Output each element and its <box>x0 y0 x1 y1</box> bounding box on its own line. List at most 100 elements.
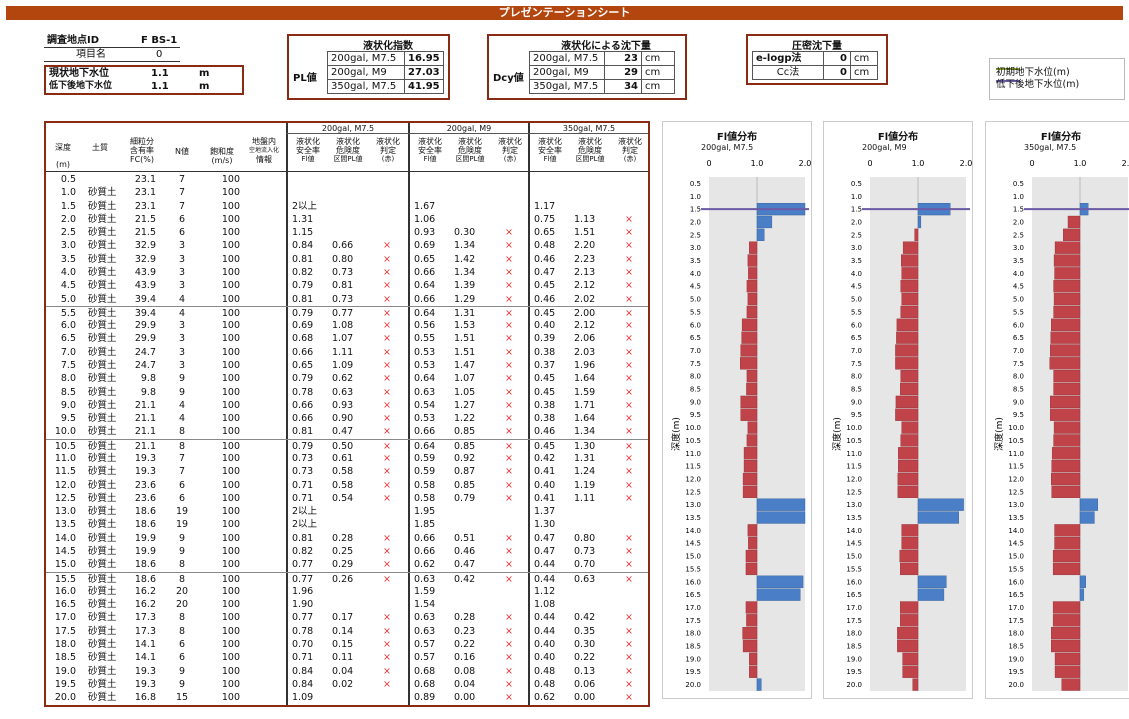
judge-cell: × <box>625 639 633 651</box>
fl-cell: 0.62 <box>534 692 556 704</box>
fc-cell: 19.9 <box>134 532 156 544</box>
fc-cell: 29.9 <box>134 333 156 345</box>
depth-cell: 12.0 <box>54 479 76 491</box>
judge-cell: × <box>625 333 633 345</box>
soil-cell: 砂質土 <box>88 386 117 398</box>
fl-bar <box>898 447 919 460</box>
pl-section-header: 液状化 危険度 区間PL値 <box>575 137 605 163</box>
n-value-cell: 8 <box>178 573 186 585</box>
y-tick-label: 7.5 <box>690 360 701 368</box>
fl-bar <box>1050 344 1081 357</box>
judge-cell: × <box>383 293 391 305</box>
fl-cell: 0.66 <box>292 399 314 411</box>
fl-bar <box>1062 228 1081 241</box>
saturation-cell: 100 <box>221 612 240 624</box>
y-tick-label: 9.0 <box>851 398 862 406</box>
fl-bar <box>745 601 758 614</box>
fl-bar <box>749 241 758 254</box>
table-row: 4.5 砂質土 43.9 3 100 0.79 0.81 × 0.64 1.39 × 0.45 2.12… <box>46 279 648 292</box>
depth-cell: 0.5 <box>60 174 76 185</box>
n-value-cell: 7 <box>178 453 186 465</box>
y-tick-label: 17.5 <box>846 617 862 625</box>
fl-bar <box>902 665 919 678</box>
pl-cell: 1.30 <box>574 440 596 452</box>
fl-cell: 2以上 <box>292 519 318 531</box>
fc-cell: 23.6 <box>134 479 156 491</box>
saturation-cell: 100 <box>221 267 240 278</box>
y-tick-label: 18.0 <box>1008 630 1024 638</box>
judge-cell: × <box>505 453 513 465</box>
y-tick-label: 8.5 <box>1013 386 1024 394</box>
header-divider <box>46 171 648 172</box>
pl-cell: 0.54 <box>332 492 354 504</box>
saturation-cell: 100 <box>221 599 240 611</box>
saturation-cell: 100 <box>221 506 240 518</box>
case-label-2: 200gal, M9 <box>446 124 492 133</box>
judge-cell: × <box>625 253 633 265</box>
pl-cell: 1.19 <box>574 479 596 491</box>
fl-cell: 0.73 <box>292 466 314 478</box>
pl-cell: 1.64 <box>574 413 596 425</box>
fc-cell: 32.9 <box>134 253 156 265</box>
x-tick-label: 2.0 <box>1122 159 1129 168</box>
pl-cell: 0.28 <box>332 532 354 544</box>
soil-cell: 砂質土 <box>88 466 117 478</box>
fl-cell: 1.30 <box>534 519 556 531</box>
y-tick-label: 18.5 <box>846 643 862 651</box>
y-tick-label: 16.5 <box>1008 591 1024 599</box>
depth-cell: 10.0 <box>54 426 76 438</box>
depth-cell: 1.5 <box>60 200 76 212</box>
soil-cell: 砂質土 <box>88 532 117 544</box>
fl-cell: 0.40 <box>534 652 556 664</box>
fl-bar <box>1053 382 1081 396</box>
judge-cell: × <box>383 413 391 425</box>
col-n-header: N値 <box>175 147 189 156</box>
y-tick-label: 13.5 <box>1008 514 1024 522</box>
fl-bar <box>895 344 919 357</box>
fl-bar <box>746 280 758 293</box>
saturation-cell: 100 <box>221 546 240 558</box>
fl-cell: 0.78 <box>292 625 314 637</box>
soil-cell: 砂質土 <box>88 293 117 305</box>
fl-chart-3: Fl値分布 350gal, M7.5 0 1.0 2.0 0.5 1.0 1.5 2.0 2.… <box>985 121 1129 699</box>
pl-cell: 0.26 <box>332 573 354 585</box>
fl-bar <box>1053 434 1081 447</box>
fl-cell: 0.44 <box>534 612 556 624</box>
y-tick-label: 9.5 <box>1013 411 1024 419</box>
y-tick-label: 7.0 <box>690 347 701 355</box>
fl-bar <box>1053 421 1081 434</box>
saturation-cell: 100 <box>221 585 240 597</box>
y-tick-label: 19.5 <box>846 668 862 676</box>
soil-cell: 砂質土 <box>88 227 117 239</box>
fl-cell: 0.48 <box>534 665 556 677</box>
fl-cell: 0.48 <box>534 678 556 690</box>
fc-cell: 18.6 <box>134 506 156 518</box>
fl-cell: 1.95 <box>414 506 436 518</box>
fl-cell: 0.81 <box>292 253 314 265</box>
fc-cell: 23.6 <box>134 492 156 504</box>
fl-cell: 0.45 <box>534 373 556 385</box>
y-tick-label: 13.0 <box>846 501 862 509</box>
fl-cell: 0.66 <box>414 293 436 305</box>
judge-cell: × <box>625 293 633 305</box>
y-tick-label: 8.5 <box>851 386 862 394</box>
pl-cell: 0.63 <box>332 386 354 398</box>
n-value-cell: 20 <box>175 585 189 597</box>
soil-cell: 砂質土 <box>88 546 117 558</box>
fl-cell: 0.44 <box>534 625 556 637</box>
fl-bar <box>746 434 758 447</box>
n-value-cell: 20 <box>175 599 189 611</box>
depth-cell: 18.0 <box>54 639 76 651</box>
judge-cell: × <box>383 346 391 358</box>
dcy-value-2: 29 <box>604 65 642 80</box>
y-tick-label: 15.0 <box>685 553 701 561</box>
consol-title: 圧密沈下量 <box>792 41 842 52</box>
pl-cell: 1.29 <box>454 293 476 305</box>
table-row: 20.0 砂質土 16.8 15 100 1.09 0.89 0.00 × 0.62 0.00 × <box>46 691 648 704</box>
judge-cell: × <box>383 399 391 411</box>
fl-bar <box>1054 665 1081 678</box>
fl-cell: 1.06 <box>414 213 436 225</box>
table-row: 2.0 砂質土 21.5 6 100 1.31 1.06 0.75 1.13 × <box>46 213 648 226</box>
pl-cell: 0.73 <box>574 546 596 558</box>
pl-cell: 0.42 <box>454 573 476 585</box>
